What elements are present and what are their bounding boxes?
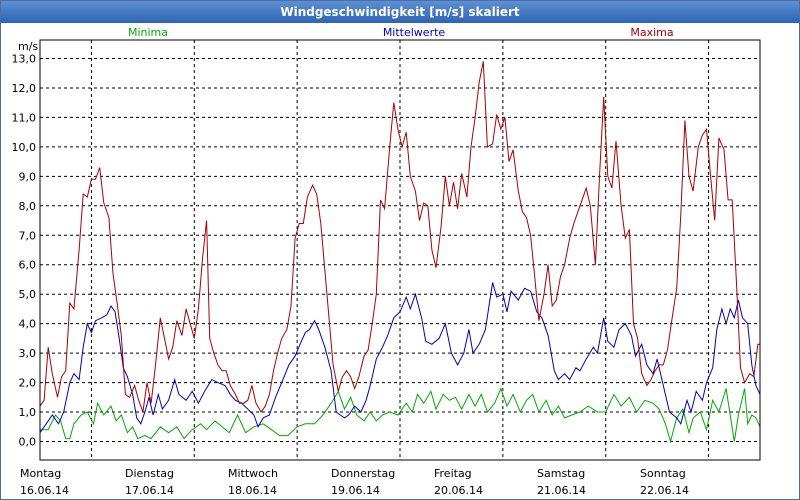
- plot-frame: [39, 39, 761, 461]
- series-line-minima: [40, 387, 761, 444]
- series-layer: [39, 61, 761, 444]
- date-label: 20.06.14: [434, 484, 483, 497]
- y-tick-label: 12,0: [12, 82, 37, 95]
- day-label: Sonntag: [640, 467, 686, 480]
- window-title: Windgeschwindigkeit [m/s] skaliert: [1, 1, 799, 23]
- day-label: Freitag: [434, 467, 472, 480]
- day-label: Samstag: [537, 467, 585, 480]
- y-tick-label: 4,0: [19, 318, 37, 331]
- day-label: Dienstag: [125, 467, 174, 480]
- date-label: 19.06.14: [331, 484, 380, 497]
- legend: Minima Mittelwerte Maxima: [128, 26, 674, 39]
- date-label: 21.06.14: [537, 484, 586, 497]
- series-line-mittelwerte: [39, 282, 761, 433]
- y-tick-label: 7,0: [19, 229, 37, 242]
- y-tick-label: 6,0: [19, 259, 37, 272]
- date-label: 16.06.14: [20, 484, 69, 497]
- legend-entry-minima: Minima: [128, 26, 168, 39]
- date-label: 17.06.14: [125, 484, 174, 497]
- y-tick-label: 1,0: [19, 406, 37, 419]
- day-label: Montag: [20, 467, 61, 480]
- y-tick-label: 8,0: [19, 200, 37, 213]
- date-label: 22.06.14: [640, 484, 689, 497]
- axes: 0,0 1,0 2,0 3,0 4,0 5,0 6,0 7,0 8,0 9,0 10,0 11,0 12…: [12, 40, 689, 497]
- legend-entry-mittelwerte: Mittelwerte: [383, 26, 446, 39]
- y-tick-label: 10,0: [12, 141, 37, 154]
- series-line-maxima: [39, 61, 760, 413]
- y-tick-label: 13,0: [12, 53, 37, 66]
- y-tick-label: 11,0: [12, 111, 37, 124]
- legend-entry-maxima: Maxima: [630, 26, 673, 39]
- y-tick-label: 9,0: [19, 170, 37, 183]
- grid: [40, 40, 760, 460]
- y-axis-label: m/s: [18, 40, 38, 53]
- y-tick-label: 2,0: [19, 377, 37, 390]
- day-label: Donnerstag: [331, 467, 395, 480]
- y-tick-label: 0,0: [19, 436, 37, 449]
- date-label: 18.06.14: [228, 484, 277, 497]
- y-tick-label: 3,0: [19, 347, 37, 360]
- day-label: Mittwoch: [228, 467, 278, 480]
- y-tick-label: 5,0: [19, 288, 37, 301]
